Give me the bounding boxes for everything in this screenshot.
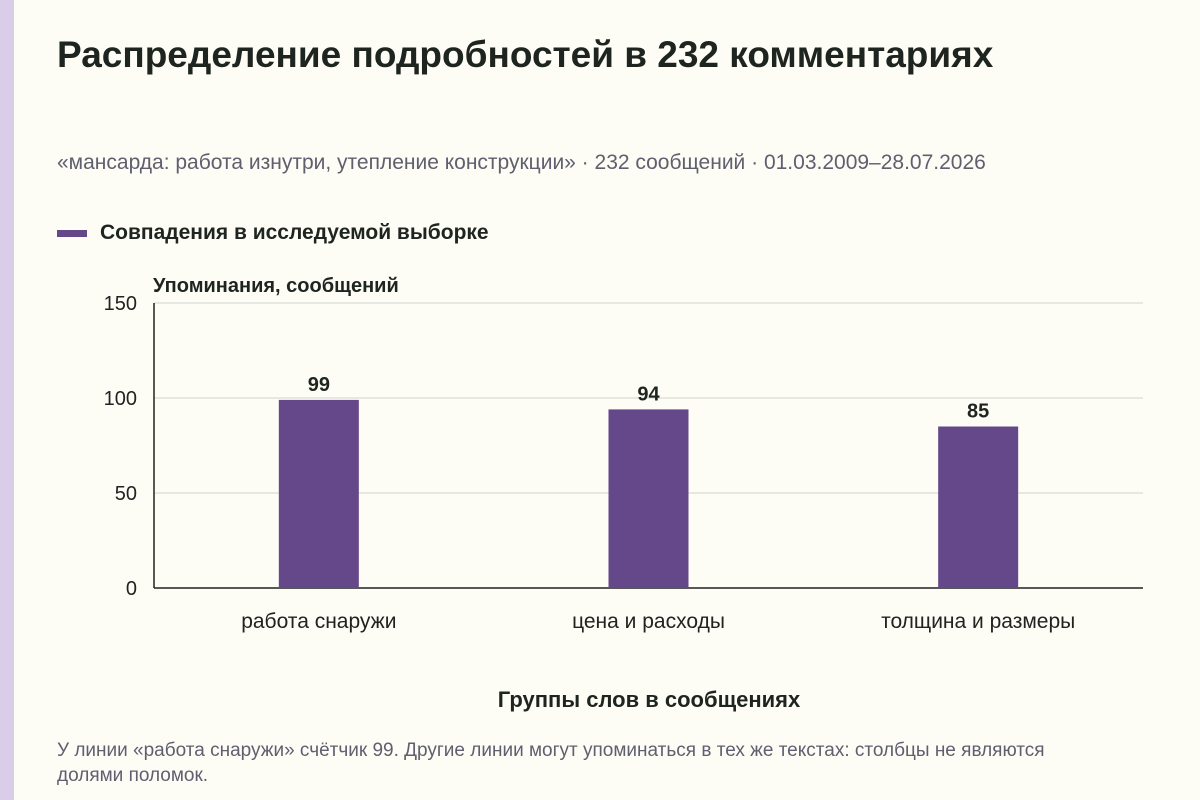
chart-title: Распределение подробностей в 232 коммент… <box>57 34 994 75</box>
data-label: 85 <box>967 401 989 423</box>
data-label: 94 <box>637 383 660 405</box>
data-label: 99 <box>308 374 330 396</box>
x-axis-title: Группы слов в сообщениях <box>498 687 801 712</box>
bar <box>278 399 359 588</box>
legend-swatch <box>57 229 87 237</box>
y-tick-label: 150 <box>104 293 137 315</box>
x-tick-label: цена и расходы <box>572 610 725 633</box>
legend-label: Совпадения в исследуемой выборке <box>100 221 489 244</box>
y-axis-title: Упоминания, сообщений <box>153 275 399 297</box>
bar <box>938 426 1019 588</box>
legend: Совпадения в исследуемой выборке <box>57 218 489 248</box>
y-tick-label: 0 <box>126 578 137 600</box>
bar-chart: Упоминания, сообщений Группы слов в сооб… <box>104 275 1143 712</box>
accent-stripe <box>0 0 14 800</box>
y-tick-label: 100 <box>104 388 137 410</box>
bar <box>608 409 689 588</box>
y-tick-label: 50 <box>115 483 137 505</box>
x-tick-label: толщина и размеры <box>881 610 1075 633</box>
x-tick-label: работа снаружи <box>241 610 396 633</box>
chart-subtitle: «мансарда: работа изнутри, утепление кон… <box>57 151 986 174</box>
footnote: У линии «работа снаружи» счётчик 99. Дру… <box>57 740 1045 786</box>
